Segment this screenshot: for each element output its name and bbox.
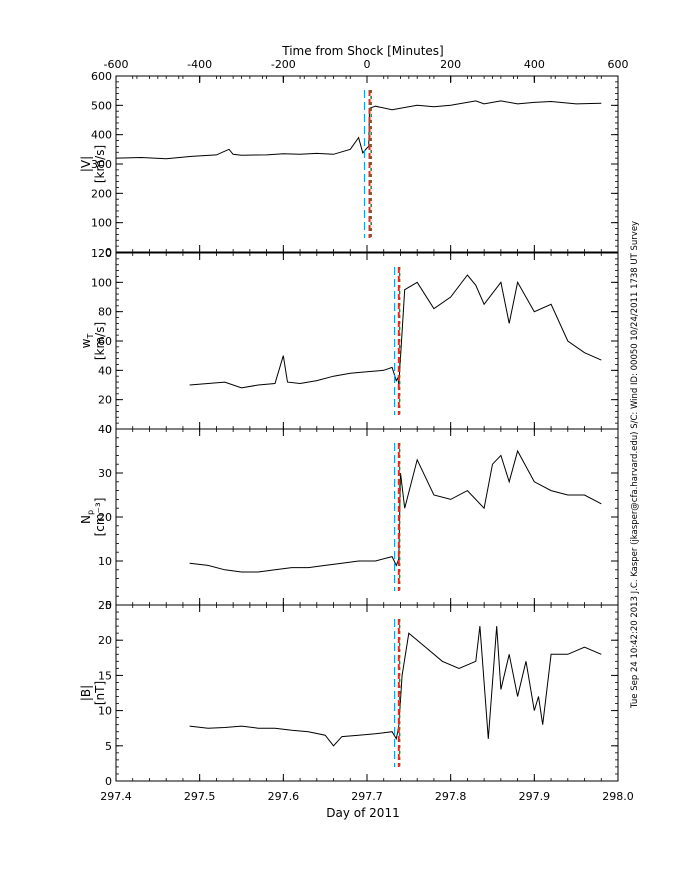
- top-tick-label: 0: [364, 58, 371, 71]
- bottom-tick-label: 297.5: [184, 790, 216, 803]
- y-label-sub: T: [86, 334, 95, 340]
- y-label-sub: p: [86, 510, 95, 515]
- y-tick-label: 0: [105, 599, 112, 612]
- series-line: [115, 100, 602, 160]
- y-tick-label: 10: [98, 555, 112, 568]
- top-tick-label: -600: [104, 58, 129, 71]
- top-tick-label: 200: [440, 58, 461, 71]
- panel-1: 0 100 200 300 400 500 600 |V| [km/s]: [79, 70, 619, 259]
- y-label-main: |V|: [79, 156, 93, 172]
- y-tick-label: 0: [105, 423, 112, 436]
- y-tick-label: 0: [105, 775, 112, 788]
- y-tick-label: 15: [98, 669, 112, 682]
- y-tick-label: 500: [91, 99, 112, 112]
- y-tick-label: 80: [98, 306, 112, 319]
- y-label-main: |B|: [79, 685, 93, 701]
- panel-2: 0 20 40 60 80 100 120 wT[km/s]: [79, 247, 619, 436]
- y-tick-label: 0: [105, 246, 112, 259]
- top-tick-label: -400: [187, 58, 212, 71]
- y-axis-label: |B|: [79, 685, 93, 701]
- panels-group: -600 -400 -200 0 200 400 600010020030040050060…: [79, 58, 634, 803]
- series-line: [189, 626, 602, 747]
- bottom-axis-title: Day of 2011: [326, 806, 399, 820]
- panel-frame: [115, 252, 619, 430]
- panel-3: 0 10 20 30 40 Np[cm⁻³]: [79, 423, 619, 612]
- y-tick-label: 600: [91, 70, 112, 83]
- y-axis-unit: [km/s]: [93, 322, 107, 360]
- panel-4: 0 5 10 15 20 25 |B| [nT]: [79, 599, 619, 788]
- y-tick-label: 25: [98, 599, 112, 612]
- y-axis-unit: [km/s]: [93, 145, 107, 183]
- y-axis-label: |V|: [79, 156, 93, 172]
- y-tick-label: 30: [98, 467, 112, 480]
- panel-frame: [115, 604, 619, 782]
- y-tick-label: 200: [91, 187, 112, 200]
- y-tick-label: 5: [105, 740, 112, 753]
- bottom-tick-label: 297.7: [351, 790, 383, 803]
- y-tick-label: 10: [98, 705, 112, 718]
- y-axis-unit: [cm⁻³]: [93, 498, 107, 537]
- top-tick-label: 600: [608, 58, 629, 71]
- top-tick-label: -200: [271, 58, 296, 71]
- bottom-tick-label: 298.0: [602, 790, 634, 803]
- top-axis-title: Time from Shock [Minutes]: [281, 44, 443, 58]
- y-tick-label: 20: [98, 511, 112, 524]
- y-tick-label: 400: [91, 129, 112, 142]
- y-tick-label: 40: [98, 423, 112, 436]
- bottom-tick-label: 297.4: [100, 790, 132, 803]
- panel-frame: [115, 428, 619, 606]
- bottom-tick-label: 297.9: [519, 790, 551, 803]
- y-tick-label: 20: [98, 634, 112, 647]
- side-annotation: Tue Sep 24 10:42:20 2013 J.C. Kasper (jk…: [630, 221, 640, 709]
- series-line: [189, 449, 602, 573]
- series-line: [189, 274, 602, 389]
- y-tick-label: 100: [91, 217, 112, 230]
- y-label-main: N: [79, 515, 93, 524]
- y-axis-label: Np: [79, 510, 95, 524]
- y-tick-label: 120: [91, 247, 112, 260]
- bottom-tick-label: 297.8: [435, 790, 467, 803]
- y-tick-label: 60: [98, 335, 112, 348]
- y-axis-unit: [nT]: [93, 681, 107, 705]
- bottom-tick-label: 297.6: [268, 790, 300, 803]
- top-tick-label: 400: [524, 58, 545, 71]
- y-tick-label: 100: [91, 276, 112, 289]
- y-label-main: w: [79, 338, 93, 348]
- y-tick-label: 300: [91, 158, 112, 171]
- y-tick-label: 40: [98, 364, 112, 377]
- y-tick-label: 20: [98, 394, 112, 407]
- y-axis-label: wT: [79, 334, 95, 349]
